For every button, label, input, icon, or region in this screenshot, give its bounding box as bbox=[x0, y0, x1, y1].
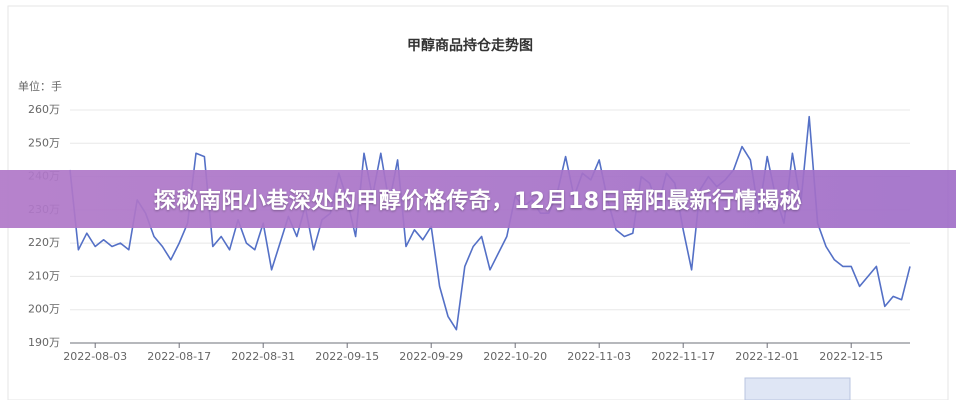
x-tick-label: 2022-12-15 bbox=[819, 350, 883, 363]
y-tick-label: 260万 bbox=[28, 103, 60, 116]
x-tick-label: 2022-12-01 bbox=[735, 350, 799, 363]
y-tick-label: 210万 bbox=[28, 269, 60, 282]
x-tick-label: 2022-08-31 bbox=[231, 350, 295, 363]
y-axis-unit: 单位：手 bbox=[18, 79, 62, 93]
y-tick-label: 220万 bbox=[28, 236, 60, 249]
zoom-slider[interactable] bbox=[744, 377, 851, 400]
x-tick-label: 2022-09-15 bbox=[315, 350, 379, 363]
chart-title: 甲醇商品持仓走势图 bbox=[407, 37, 533, 54]
x-tick-label: 2022-09-29 bbox=[399, 350, 463, 363]
x-tick-label: 2022-08-17 bbox=[147, 350, 211, 363]
y-tick-label: 190万 bbox=[28, 336, 60, 349]
y-tick-label: 200万 bbox=[28, 303, 60, 316]
x-tick-label: 2022-11-17 bbox=[651, 350, 715, 363]
x-tick-label: 2022-08-03 bbox=[63, 350, 127, 363]
x-tick-label: 2022-10-20 bbox=[483, 350, 547, 363]
x-tick-label: 2022-11-03 bbox=[567, 350, 631, 363]
y-tick-label: 250万 bbox=[28, 136, 60, 149]
banner-title: 探秘南阳小巷深处的甲醇价格传奇，12月18日南阳最新行情揭秘 bbox=[0, 170, 956, 228]
